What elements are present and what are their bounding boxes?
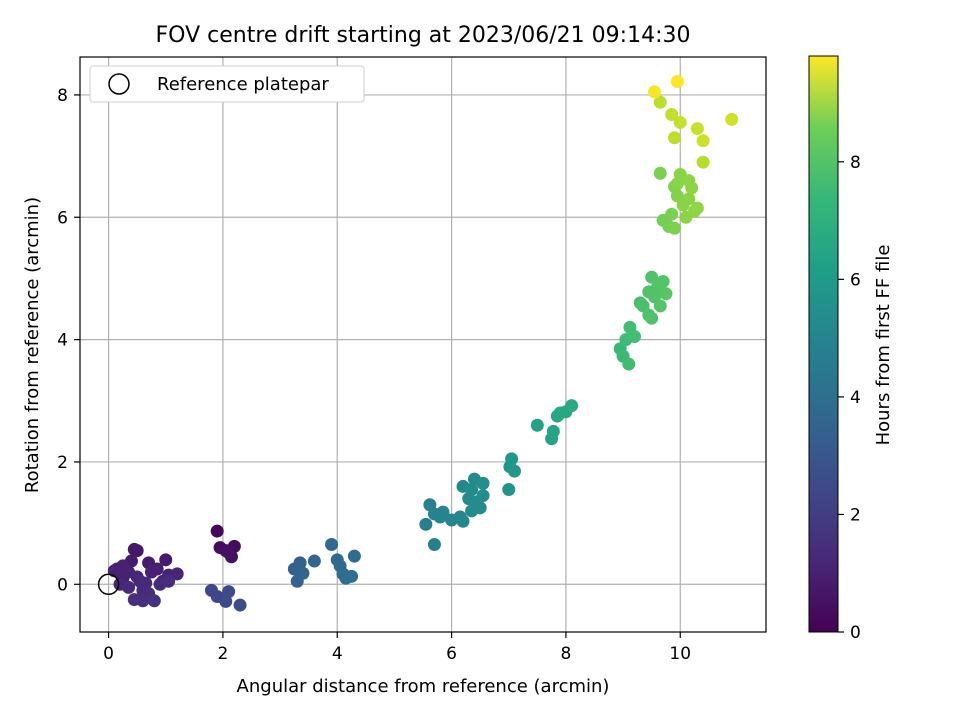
data-point	[476, 476, 490, 490]
data-point	[673, 115, 687, 129]
data-point	[476, 489, 490, 503]
data-point	[505, 452, 519, 466]
data-point	[325, 538, 339, 552]
colorbar-ticks: 0 2 4 6 8	[838, 153, 861, 643]
colorbar-tick-label: 6	[850, 270, 861, 290]
data-point	[665, 108, 679, 121]
x-tick-label: 8	[561, 644, 572, 664]
data-point	[725, 112, 739, 126]
y-tick-label: 4	[57, 331, 68, 351]
data-point	[139, 576, 153, 590]
chart-title: FOV centre drift starting at 2023/06/21 …	[156, 23, 691, 48]
data-point	[465, 482, 479, 496]
data-point	[507, 464, 521, 478]
data-point	[147, 594, 161, 608]
legend-frame	[89, 65, 365, 103]
data-point	[122, 580, 136, 594]
colorbar-gradient	[808, 55, 839, 633]
y-axis-ticks: 0 2 4 6 8	[57, 86, 80, 595]
data-point	[130, 544, 144, 558]
colorbar-tick-label: 0	[850, 623, 861, 643]
data-point	[648, 85, 662, 99]
x-tick-label: 4	[332, 644, 343, 664]
data-point	[465, 504, 479, 518]
colorbar-tick-label: 8	[850, 153, 861, 173]
data-point	[419, 517, 433, 531]
data-point	[696, 155, 710, 169]
data-point	[427, 538, 441, 552]
data-point	[293, 556, 307, 570]
data-point	[222, 585, 236, 599]
data-point	[668, 221, 682, 235]
data-point	[546, 424, 560, 438]
data-point	[307, 554, 321, 568]
colorbar-label: Hours from first FF file	[873, 245, 894, 446]
data-point	[685, 181, 699, 195]
data-point	[653, 166, 667, 180]
data-point	[642, 285, 656, 299]
data-point	[345, 569, 359, 583]
y-axis-label: Rotation from reference (arcmin)	[22, 197, 43, 493]
data-point	[645, 270, 659, 284]
reference-platepar-marker	[97, 573, 120, 596]
y-tick-label: 0	[57, 575, 68, 595]
data-point	[668, 131, 682, 145]
data-point	[690, 201, 704, 215]
grid-lines	[80, 57, 766, 632]
data-point	[150, 562, 164, 576]
y-tick-label: 8	[57, 86, 68, 106]
x-tick-label: 0	[103, 644, 114, 664]
data-point	[219, 594, 233, 608]
x-tick-label: 2	[218, 644, 229, 664]
data-point	[436, 505, 450, 519]
data-point	[628, 330, 642, 344]
data-point	[502, 482, 516, 496]
data-point	[530, 418, 544, 432]
data-point	[656, 274, 670, 288]
data-point	[665, 207, 679, 221]
data-point	[233, 598, 247, 612]
x-axis-ticks: 0 2 4 6 8 10	[103, 632, 691, 664]
x-axis-label: Angular distance from reference (arcmin)	[237, 676, 610, 697]
data-point	[210, 524, 224, 538]
data-point	[170, 567, 184, 581]
y-tick-label: 6	[57, 208, 68, 228]
data-point	[456, 514, 470, 528]
legend-marker-reference	[108, 73, 130, 95]
x-tick-label: 10	[669, 644, 691, 664]
data-point	[565, 399, 579, 413]
data-point	[653, 299, 667, 313]
legend-label-reference: Reference platepar	[157, 74, 329, 95]
data-point	[622, 357, 636, 371]
data-point	[162, 574, 176, 588]
plot-frame	[79, 56, 767, 633]
colorbar-tick-label: 2	[850, 505, 861, 525]
y-tick-label: 2	[57, 453, 68, 473]
data-point	[159, 553, 173, 567]
data-point	[645, 311, 659, 325]
legend: Reference platepar	[89, 65, 365, 103]
data-point	[296, 566, 310, 580]
data-point	[696, 134, 710, 148]
x-tick-label: 6	[446, 644, 457, 664]
data-point	[670, 177, 684, 191]
data-point	[659, 287, 673, 301]
colorbar-tick-label: 4	[850, 388, 861, 408]
data-point	[653, 95, 667, 109]
data-point	[670, 74, 684, 88]
data-points	[97, 74, 739, 612]
data-point	[682, 192, 696, 206]
data-point	[347, 549, 361, 563]
data-point	[690, 122, 704, 136]
colorbar: 0 2 4 6 8 Hours from first FF file	[808, 55, 894, 643]
data-point	[222, 545, 236, 559]
